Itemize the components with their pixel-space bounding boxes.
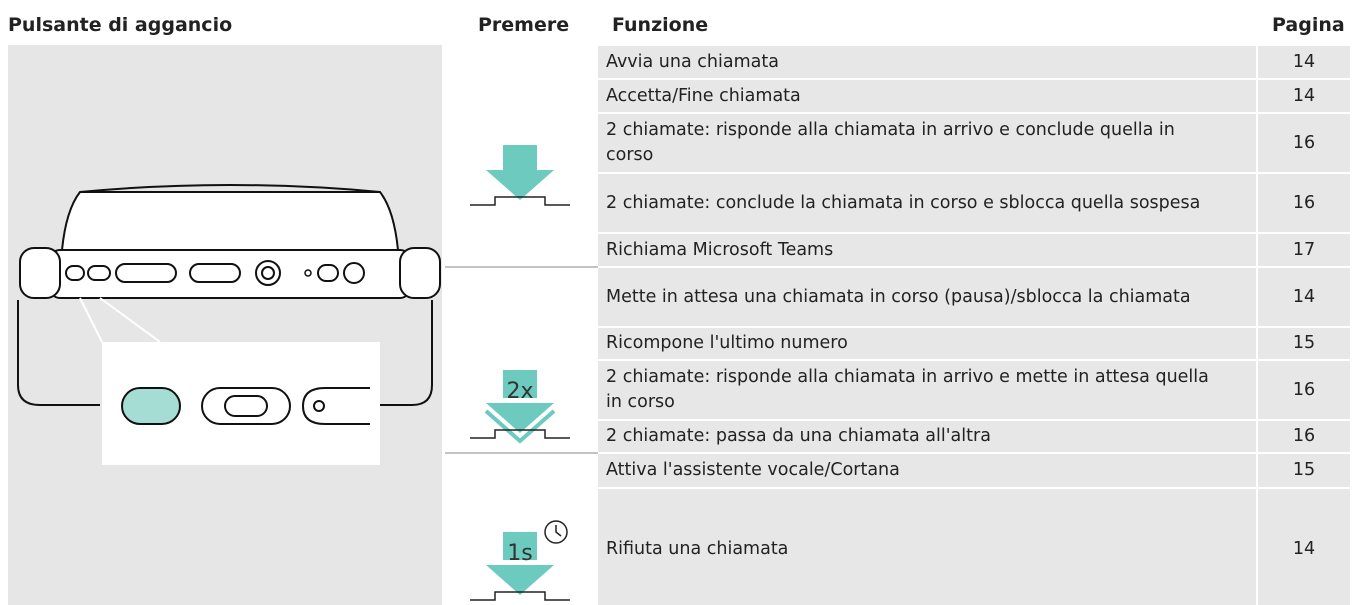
header-press: Premere: [478, 14, 570, 36]
page-cell: 14: [1258, 46, 1350, 78]
arrow: [484, 409, 556, 444]
function-cell: 2 chiamate: conclude la chiamata in cors…: [598, 174, 1256, 232]
clock-icon: [555, 525, 562, 537]
function-cell: Mette in attesa una chiamata in corso (p…: [598, 268, 1256, 326]
arrow: [486, 565, 554, 595]
page-cell: 16: [1258, 421, 1350, 452]
button-base: [470, 196, 570, 206]
page-cell: 15: [1258, 454, 1350, 487]
function-cell: 2 chiamate: risponde alla chiamata in ar…: [598, 361, 1256, 419]
button-base: [470, 429, 570, 439]
page-cell: 14: [1258, 489, 1350, 605]
press-label: 2x: [506, 379, 533, 404]
function-cell: Avvia una chiamata: [598, 46, 1256, 78]
button-base: [470, 591, 570, 601]
page-cell: 16: [1258, 174, 1350, 232]
arrow: [486, 170, 554, 200]
function-cell: Attiva l'assistente vocale/Cortana: [598, 454, 1256, 487]
page-cell: 15: [1258, 328, 1350, 359]
page-cell: 14: [1258, 80, 1350, 112]
arrow: [486, 403, 554, 433]
page-cell: 16: [1258, 361, 1350, 419]
header-button: Pulsante di aggancio: [8, 14, 233, 36]
page-cell: 17: [1258, 234, 1350, 266]
function-cell: Rifiuta una chiamata: [598, 489, 1256, 605]
arrow: [503, 532, 537, 560]
header-function: Funzione: [612, 14, 709, 36]
press-label: 1s: [507, 541, 532, 566]
function-cell: 2 chiamate: risponde alla chiamata in ar…: [598, 114, 1256, 172]
arrow: [503, 145, 537, 173]
page-cell: 14: [1258, 268, 1350, 326]
function-cell: Accetta/Fine chiamata: [598, 80, 1256, 112]
function-cell: Richiama Microsoft Teams: [598, 234, 1256, 266]
header-page: Pagina: [1272, 14, 1345, 36]
arrow: [503, 370, 537, 398]
function-cell: 2 chiamate: passa da una chiamata all'al…: [598, 421, 1256, 452]
function-cell: Ricompone l'ultimo numero: [598, 328, 1256, 359]
page-cell: 16: [1258, 114, 1350, 172]
